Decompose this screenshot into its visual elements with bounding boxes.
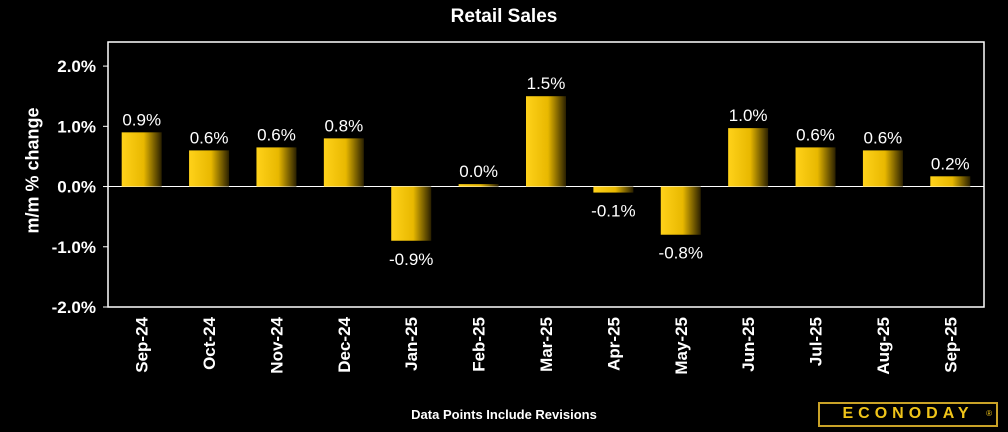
data-label: 0.6% — [257, 125, 296, 144]
bar — [323, 138, 364, 187]
x-tick-label: Jan-25 — [402, 317, 421, 371]
data-label: 1.5% — [527, 74, 566, 93]
bar — [458, 184, 499, 187]
y-tick-label: 2.0% — [57, 57, 96, 76]
y-tick-label: 1.0% — [57, 117, 96, 136]
y-tick-label: -1.0% — [52, 238, 96, 257]
data-label: 0.0% — [459, 162, 498, 181]
data-label: -0.8% — [659, 244, 703, 263]
plot-area — [107, 41, 985, 308]
bar — [189, 150, 230, 187]
x-tick-label: May-25 — [672, 317, 691, 375]
data-label: -0.9% — [389, 250, 433, 269]
x-tick-label: Apr-25 — [604, 317, 623, 371]
bar — [256, 147, 297, 187]
data-label: 1.0% — [729, 106, 768, 125]
x-tick-label: Jul-25 — [807, 317, 826, 366]
data-label: 0.9% — [122, 110, 161, 129]
x-tick-label: Sep-24 — [133, 316, 152, 372]
x-tick-label: Nov-24 — [267, 316, 286, 373]
x-tick-label: Dec-24 — [335, 316, 354, 372]
bar — [593, 186, 634, 193]
registered-mark: ® — [986, 409, 992, 418]
bar — [795, 147, 836, 187]
bar — [526, 96, 566, 187]
bar — [391, 186, 432, 241]
x-tick-label: Feb-25 — [470, 317, 489, 372]
x-tick-label: Mar-25 — [537, 317, 556, 372]
data-label: -0.1% — [591, 202, 635, 221]
bar — [660, 186, 701, 235]
data-label: 0.6% — [796, 125, 835, 144]
logo-text: ECONODAY — [842, 405, 974, 422]
econoday-logo: ECONODAY ® — [818, 402, 998, 427]
bar — [121, 132, 162, 187]
footnote: Data Points Include Revisions — [411, 407, 597, 422]
bar — [862, 150, 903, 187]
x-tick-label: Jun-25 — [739, 317, 758, 372]
y-tick-label: 0.0% — [57, 178, 96, 197]
data-label: 0.8% — [324, 116, 363, 135]
bar — [930, 176, 971, 187]
x-tick-label: Aug-25 — [874, 317, 893, 375]
y-tick-label: -2.0% — [52, 298, 96, 317]
data-label: 0.6% — [190, 128, 229, 147]
bar — [728, 128, 769, 187]
data-label: 0.6% — [864, 128, 903, 147]
chart-title: Retail Sales — [450, 6, 558, 27]
data-label: 0.2% — [931, 154, 970, 173]
x-tick-label: Oct-24 — [200, 316, 219, 369]
x-tick-label: Sep-25 — [941, 317, 960, 373]
